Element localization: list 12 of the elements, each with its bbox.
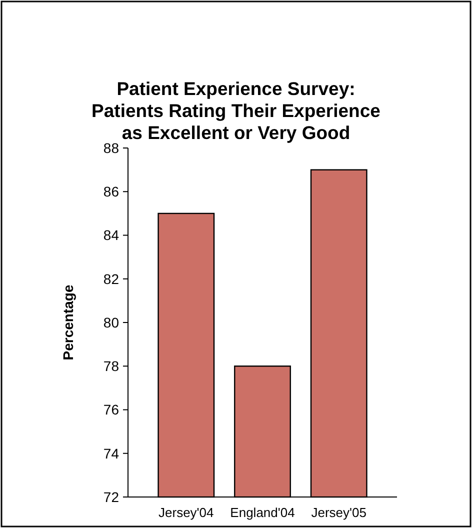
- y-tick-label: 80: [103, 314, 120, 330]
- y-tick-label: 76: [103, 402, 120, 418]
- y-axis-title: Percentage: [60, 284, 76, 360]
- x-tick-label: Jersey'05: [311, 505, 366, 520]
- y-tick-label: 72: [103, 488, 120, 505]
- x-tick-label: England'04: [230, 505, 295, 520]
- y-tick-label: 82: [103, 270, 120, 287]
- y-tick-label: 86: [103, 184, 120, 200]
- y-tick-label: 78: [103, 358, 120, 374]
- y-tick-label: 74: [103, 445, 120, 462]
- y-tick-label: 84: [103, 227, 120, 244]
- x-tick-label: Jersey'04: [158, 505, 214, 520]
